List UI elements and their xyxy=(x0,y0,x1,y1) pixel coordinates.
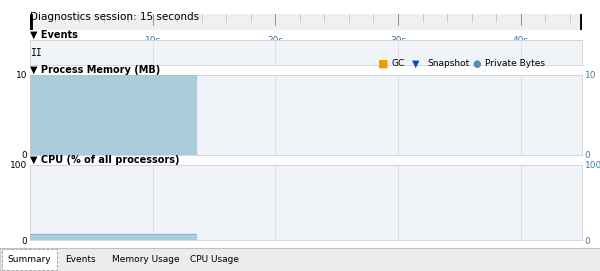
Text: Summary: Summary xyxy=(7,255,51,264)
Text: ●: ● xyxy=(473,59,481,69)
Text: Private Bytes: Private Bytes xyxy=(485,59,545,68)
Text: Memory Usage: Memory Usage xyxy=(112,255,179,264)
Text: ▼: ▼ xyxy=(412,59,420,69)
Text: Events: Events xyxy=(65,255,95,264)
Text: ■: ■ xyxy=(378,59,389,69)
Text: CPU Usage: CPU Usage xyxy=(190,255,239,264)
Text: ▼ Process Memory (MB): ▼ Process Memory (MB) xyxy=(30,65,160,75)
Text: GC: GC xyxy=(391,59,404,68)
Polygon shape xyxy=(30,234,196,240)
Text: II: II xyxy=(31,47,43,57)
Text: Snapshot: Snapshot xyxy=(427,59,469,68)
Text: ▼ Events: ▼ Events xyxy=(30,30,78,40)
Polygon shape xyxy=(30,75,196,155)
Bar xyxy=(2,249,57,270)
Text: ▼ CPU (% of all processors): ▼ CPU (% of all processors) xyxy=(30,155,179,165)
Text: Diagnostics session: 15 seconds: Diagnostics session: 15 seconds xyxy=(30,12,199,22)
